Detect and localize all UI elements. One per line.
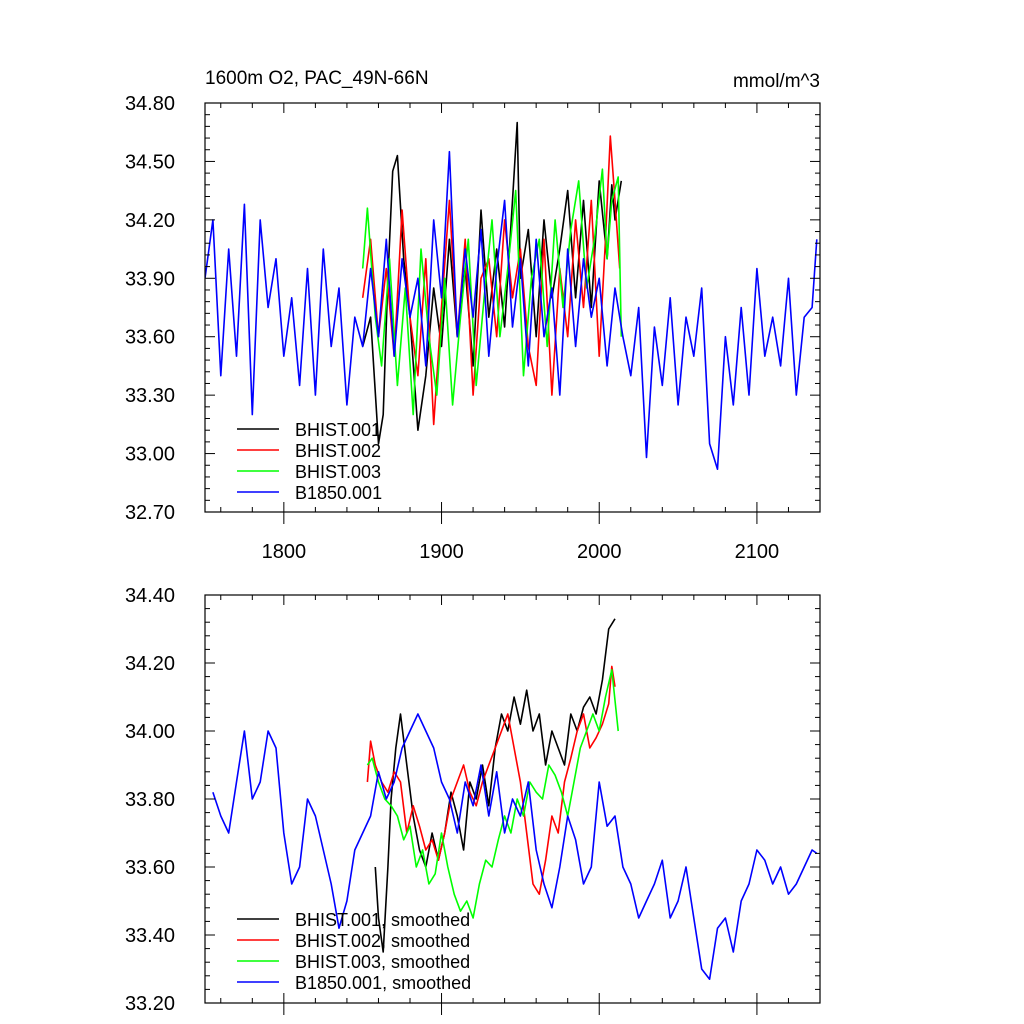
- y-tick-label: 33.60: [125, 327, 175, 349]
- y-tick-label: 33.30: [125, 385, 175, 407]
- legend-label: BHIST.002: [295, 441, 381, 461]
- plot-frame: [204, 102, 821, 513]
- y-tick-label: 32.70: [125, 502, 175, 524]
- x-tick-label: 2000: [577, 541, 622, 563]
- legend-label: BHIST.001: [295, 420, 381, 440]
- y-tick-label: 34.20: [125, 653, 175, 675]
- bottom-panel: 33.20 33.40 33.60 33.80 34.00 34.20 34.40 BHIST…: [125, 585, 821, 1015]
- y-tick-label: 34.00: [125, 721, 175, 743]
- y-tick-label: 34.40: [125, 585, 175, 607]
- x-tick-label: 2100: [735, 541, 780, 563]
- y-tick-label: 33.80: [125, 789, 175, 811]
- legend-label: BHIST.003: [295, 462, 381, 482]
- y-tick-label: 33.60: [125, 857, 175, 879]
- y-tick-label: 34.50: [125, 151, 175, 173]
- x-tick-label: 1800: [262, 541, 307, 563]
- y-tick-label: 33.20: [125, 993, 175, 1015]
- legend-label: BHIST.003, smoothed: [295, 952, 470, 972]
- legend-label: B1850.001: [295, 483, 382, 503]
- chart-units: mmol/m^3: [733, 71, 820, 92]
- chart-title: 1600m O2, PAC_49N-66N: [205, 68, 429, 89]
- legend-label: BHIST.001, smoothed: [295, 910, 470, 930]
- legend-label: BHIST.002, smoothed: [295, 931, 470, 951]
- legend-label: B1850.001, smoothed: [295, 973, 471, 993]
- y-tick-label: 33.40: [125, 925, 175, 947]
- y-tick-label: 33.90: [125, 268, 175, 290]
- series-line-b1850-001-smoothed: [212, 713, 818, 981]
- y-tick-label: 33.00: [125, 444, 175, 466]
- y-tick-label: 34.20: [125, 210, 175, 232]
- y-tick-label: 34.80: [125, 93, 175, 115]
- x-tick-label: 1900: [419, 541, 464, 563]
- top-panel: 1600m O2, PAC_49N-66N mmol/m^3 32.70 33.0…: [125, 68, 821, 563]
- series-line-bhist-003-smoothed: [366, 668, 619, 919]
- series-line-b1850-001: [205, 150, 818, 471]
- series-line-bhist-001-smoothed: [374, 618, 616, 953]
- series-line-bhist-002-smoothed: [366, 665, 616, 896]
- series-line-bhist-001: [361, 121, 623, 445]
